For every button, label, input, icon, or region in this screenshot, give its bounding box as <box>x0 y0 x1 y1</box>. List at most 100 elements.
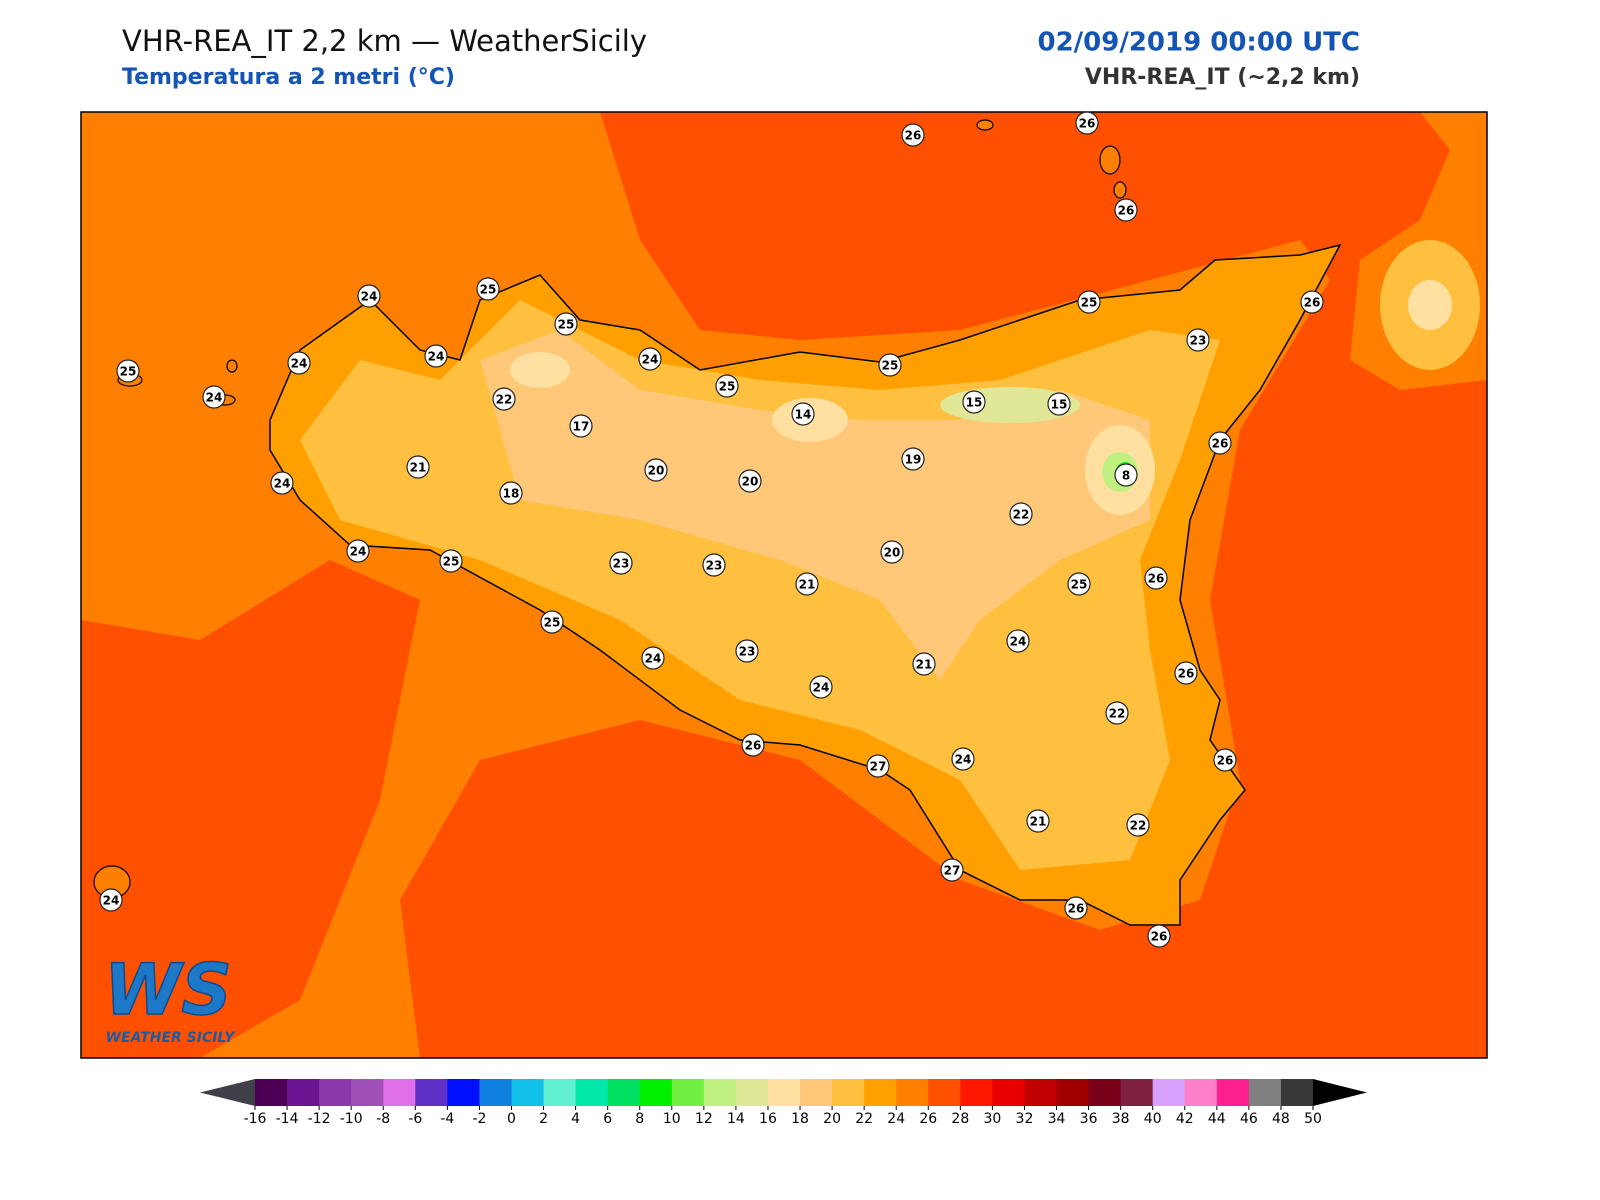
station-marker <box>439 549 463 573</box>
station-value: 22 <box>1109 707 1126 721</box>
station-marker <box>702 553 726 577</box>
colorbar-tick-label: 0 <box>507 1111 516 1127</box>
colorbar-bin <box>896 1079 929 1106</box>
map <box>81 112 1487 1058</box>
colorbar-bin <box>415 1079 448 1106</box>
cool-spot <box>510 352 570 388</box>
station-marker <box>1213 748 1237 772</box>
colorbar-bin <box>671 1079 705 1106</box>
islet <box>1099 145 1121 175</box>
colorbar-tick-label: 36 <box>1080 1111 1098 1127</box>
station-value: 20 <box>648 464 665 478</box>
islet <box>1113 181 1127 199</box>
station-value: 26 <box>1079 117 1096 131</box>
station-marker <box>1064 896 1088 920</box>
colorbar-tick-label: -6 <box>408 1111 422 1127</box>
station-marker <box>901 123 925 147</box>
station-marker <box>1186 328 1210 352</box>
station-marker <box>1300 290 1324 314</box>
colorbar-tick-label: 34 <box>1048 1111 1066 1127</box>
colorbar-bin <box>351 1079 384 1106</box>
logo-initials: WS <box>104 949 232 1031</box>
station-marker <box>406 455 430 479</box>
station-marker <box>554 312 578 336</box>
station-marker <box>1006 629 1030 653</box>
station-value: 25 <box>120 365 137 379</box>
station-marker <box>791 402 815 426</box>
station-value: 8 <box>1122 469 1130 483</box>
station-marker <box>357 284 381 308</box>
station-value: 24 <box>361 290 378 304</box>
station-marker <box>202 385 226 409</box>
station-value: 20 <box>884 546 901 560</box>
station-marker <box>346 539 370 563</box>
station-value: 24 <box>350 545 367 559</box>
colorbar-tick-label: 50 <box>1304 1111 1322 1127</box>
colorbar-tick-label: 6 <box>603 1111 612 1127</box>
colorbar-tick-label: 14 <box>727 1111 745 1127</box>
colorbar-bin <box>864 1079 897 1106</box>
colorbar-bin <box>1280 1079 1314 1106</box>
colorbar-bin <box>319 1079 352 1106</box>
station-marker <box>499 481 523 505</box>
subtitle: Temperatura a 2 metri (°C) <box>122 65 455 90</box>
colorbar-tick-label: 38 <box>1112 1111 1130 1127</box>
colorbar-tick-label: 12 <box>695 1111 713 1127</box>
colorbar-bin <box>703 1079 737 1106</box>
station-value: 26 <box>1217 754 1234 768</box>
warm-sea <box>81 560 420 1058</box>
station-value: 21 <box>799 578 816 592</box>
station-value: 15 <box>966 396 983 410</box>
station-marker <box>1077 290 1101 314</box>
station-marker <box>116 359 140 383</box>
colorbar-tick-label: 44 <box>1208 1111 1226 1127</box>
station-value: 21 <box>1030 815 1047 829</box>
colorbar-tick-label: 18 <box>791 1111 809 1127</box>
station-value: 26 <box>1068 902 1085 916</box>
station-marker <box>1114 463 1138 487</box>
station-marker <box>1075 111 1099 135</box>
colorbar-bin <box>543 1079 577 1106</box>
station-marker <box>1047 392 1071 416</box>
station-marker <box>1105 701 1129 725</box>
station-marker <box>738 469 762 493</box>
station-marker <box>880 540 904 564</box>
station-marker <box>866 754 890 778</box>
colorbar-bin <box>735 1079 769 1106</box>
station-value: 27 <box>870 760 887 774</box>
colorbar-bin <box>992 1079 1025 1106</box>
colorbar-bin <box>1024 1079 1058 1106</box>
station-marker <box>1009 502 1033 526</box>
station-marker <box>1147 924 1171 948</box>
colorbar-bin <box>255 1079 288 1106</box>
title: VHR-REA_IT 2,2 km — WeatherSicily <box>122 24 647 58</box>
colorbar-tick-label: 42 <box>1176 1111 1194 1127</box>
station-value: 26 <box>1118 204 1135 218</box>
colorbar-bin <box>1216 1079 1250 1106</box>
station-marker <box>741 733 765 757</box>
station-marker <box>569 414 593 438</box>
colorbar-tick-label: 28 <box>951 1111 969 1127</box>
colorbar-tick-label: -4 <box>440 1111 454 1127</box>
station-marker <box>492 387 516 411</box>
station-marker <box>644 458 668 482</box>
colorbar-bin <box>800 1079 833 1106</box>
colorbar-tick-label: 22 <box>855 1111 873 1127</box>
station-value: 21 <box>916 658 933 672</box>
station-value: 23 <box>739 645 756 659</box>
station-marker <box>795 572 819 596</box>
station-value: 24 <box>428 350 445 364</box>
colorbar-tick-label: -8 <box>376 1111 390 1127</box>
station-value: 24 <box>274 477 291 491</box>
colorbar-under <box>200 1079 255 1106</box>
station-marker <box>1144 566 1168 590</box>
station-marker <box>1208 431 1232 455</box>
colorbar-bin <box>287 1079 320 1106</box>
station-value: 23 <box>1190 334 1207 348</box>
colorbar-bin <box>607 1079 641 1106</box>
station-value: 25 <box>544 616 561 630</box>
colorbar-tick-label: 10 <box>663 1111 681 1127</box>
colorbar-bin <box>575 1079 609 1106</box>
logo-name: WEATHER SICILY <box>106 1030 237 1046</box>
colorbar-tick-label: 32 <box>1016 1111 1034 1127</box>
